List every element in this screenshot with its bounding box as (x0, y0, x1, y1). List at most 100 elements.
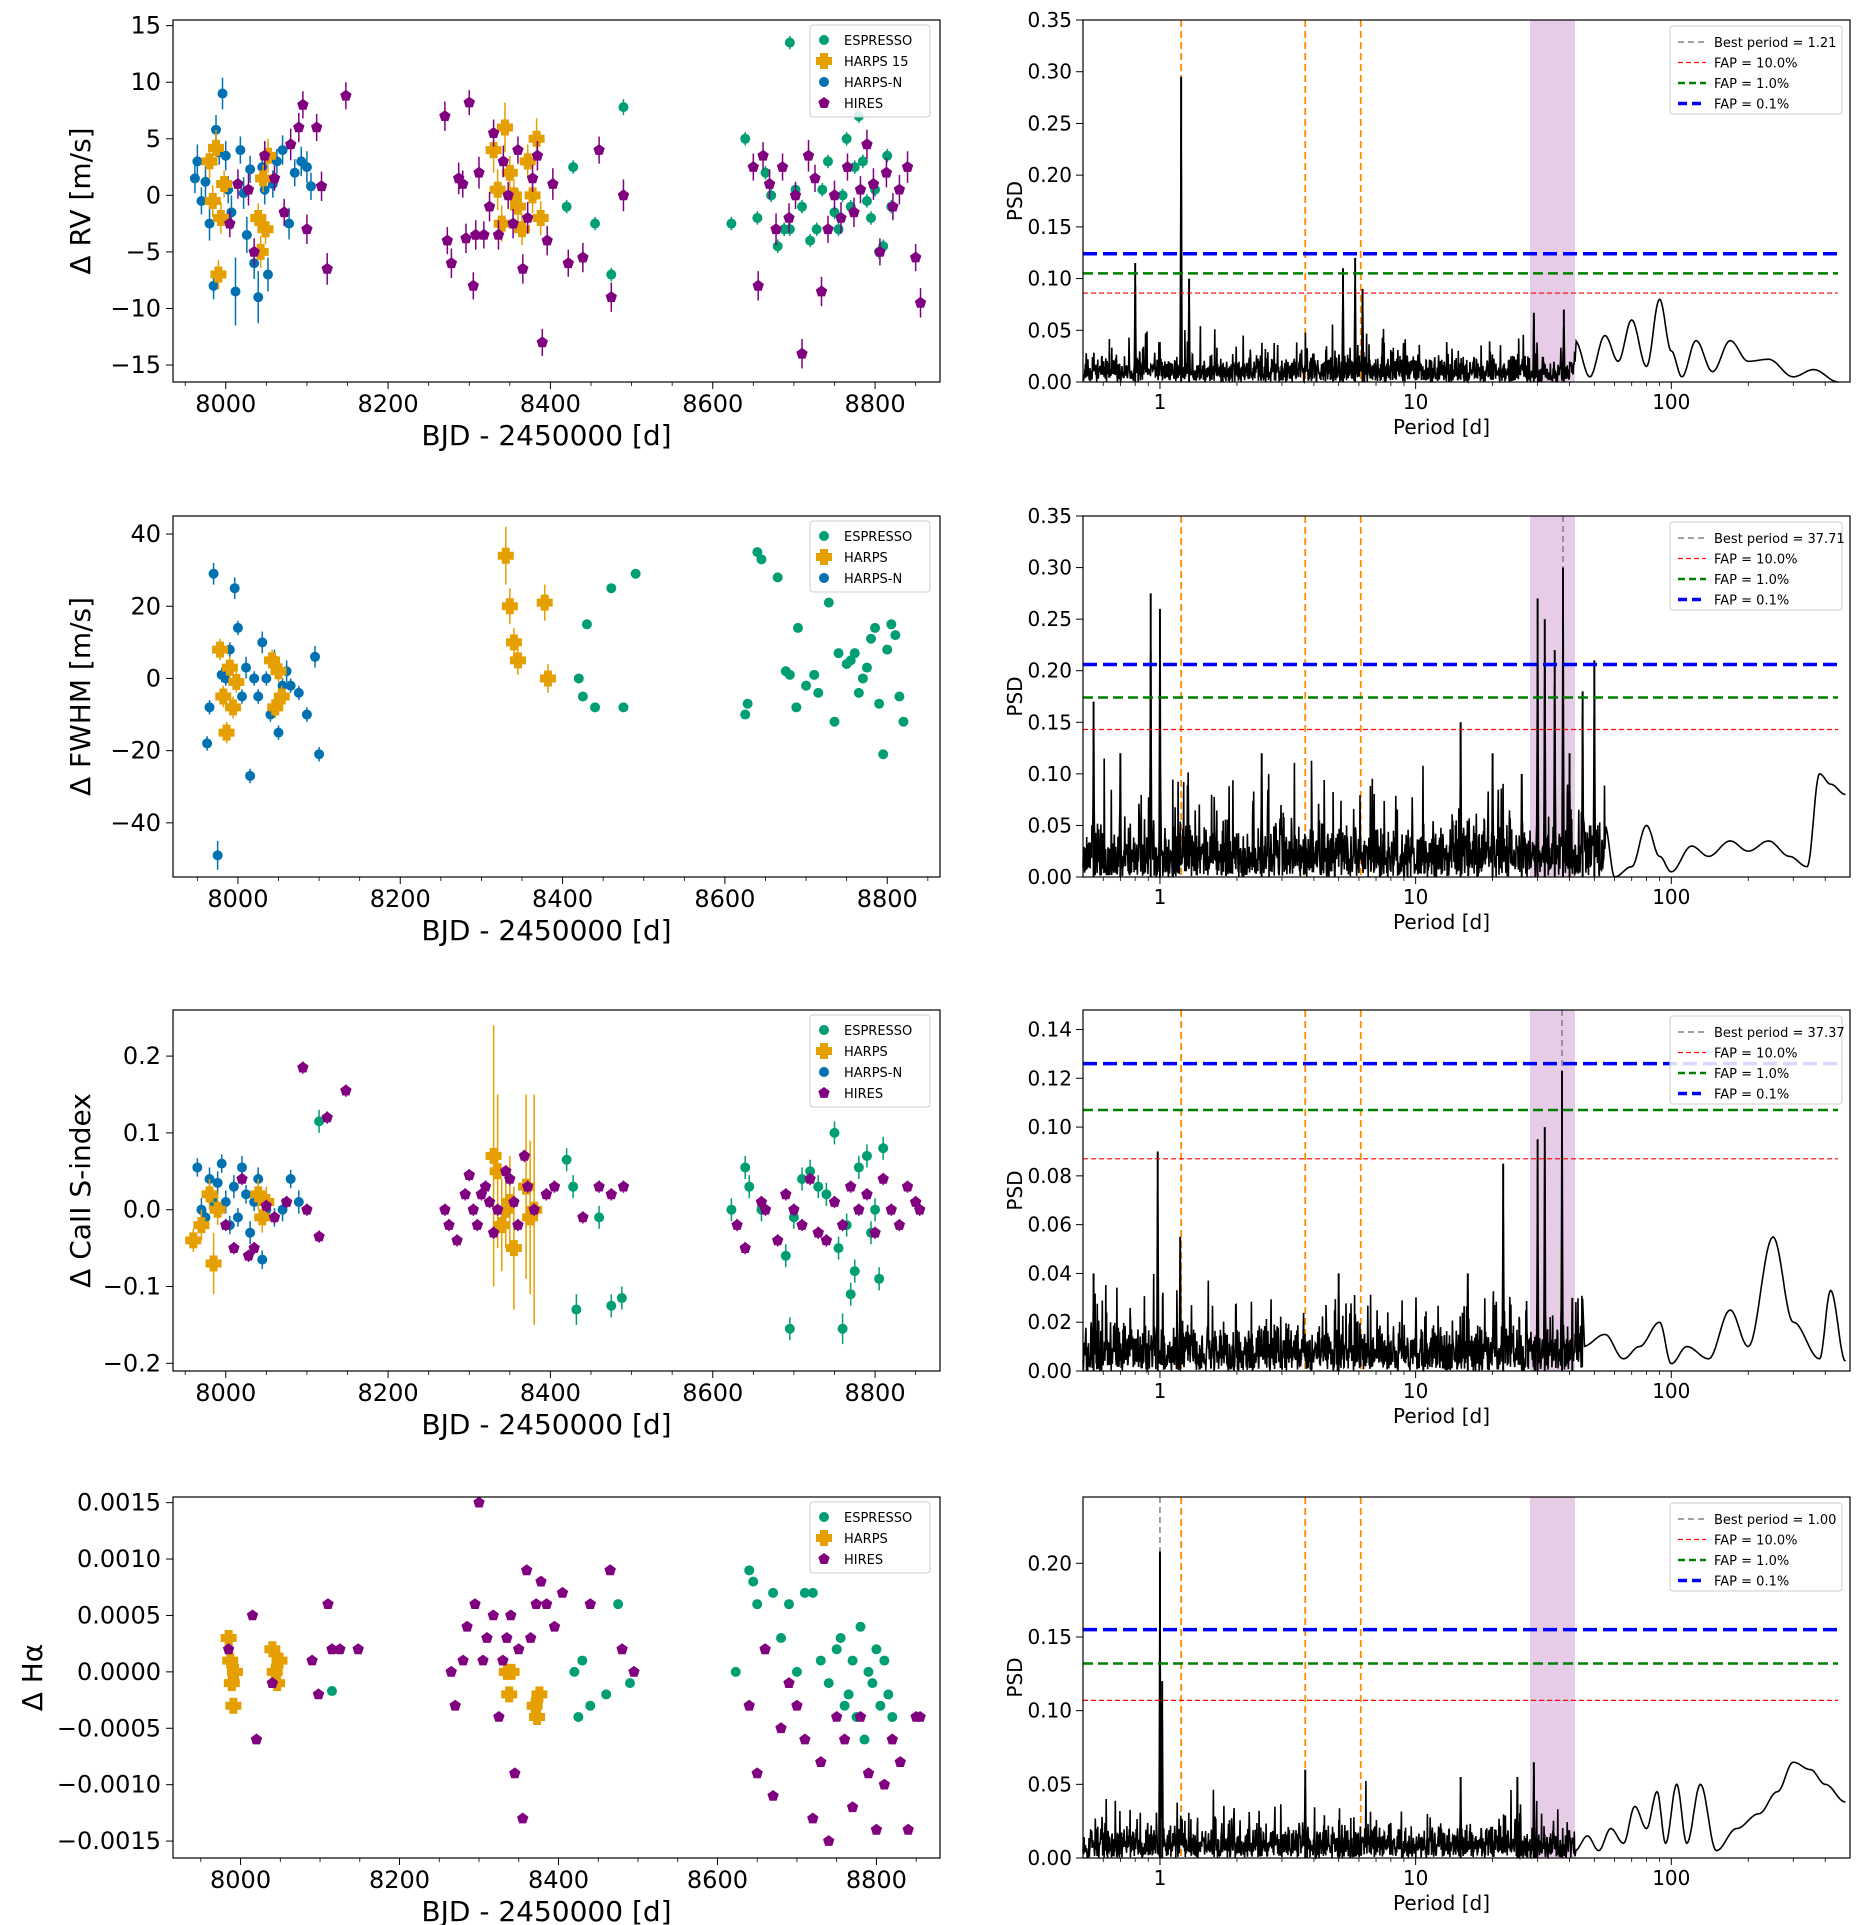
data-point (797, 1173, 808, 1184)
data-point (616, 1293, 627, 1304)
data-point (829, 207, 840, 218)
data-point (863, 1666, 874, 1677)
data-point (841, 133, 852, 144)
data-point (222, 1643, 235, 1655)
data-point (812, 1226, 824, 1238)
legend-label: HIRES (844, 1553, 883, 1568)
data-point (901, 161, 914, 172)
legend-label: HIRES (844, 97, 883, 112)
data-point (216, 1158, 227, 1169)
data-point (210, 266, 227, 283)
data-point (894, 691, 905, 702)
legend-label: FAP = 1.0% (1714, 1067, 1789, 1082)
legend-label: FAP = 0.1% (1714, 1088, 1789, 1103)
data-point (743, 1699, 755, 1711)
data-point (878, 749, 889, 760)
data-point (481, 1632, 493, 1643)
data-point (796, 1219, 808, 1230)
data-point (829, 716, 840, 727)
data-point (532, 209, 549, 226)
data-point (524, 187, 541, 204)
x-tick-label: 8000 (195, 390, 256, 418)
data-point (815, 1756, 827, 1767)
y-tick-label: 0.00 (1027, 370, 1072, 394)
data-point (584, 1598, 596, 1609)
data-point (846, 1801, 859, 1813)
data-point (780, 1250, 791, 1261)
data-point (871, 1644, 882, 1655)
data-point (604, 1564, 616, 1576)
legend: ESPRESSO HARPS HARPS-N (809, 520, 931, 593)
data-point (321, 262, 333, 274)
data-point (613, 1599, 624, 1610)
data-point (467, 1203, 479, 1215)
data-point (284, 218, 295, 229)
legend-box (809, 520, 931, 593)
y-tick-label: 0.15 (1027, 1625, 1072, 1649)
data-point (628, 1665, 640, 1677)
data-point (314, 749, 325, 760)
data-point (229, 583, 240, 594)
data-point (815, 1655, 826, 1666)
y-tick-label: −0.2 (103, 1349, 161, 1377)
data-point (313, 1230, 325, 1242)
data-point (445, 1665, 457, 1677)
data-point (548, 1180, 561, 1192)
y-tick-label: 0.25 (1027, 607, 1072, 631)
legend: ESPRESSO HARPS 15 HARPS-N HIRES (809, 24, 931, 118)
data-point (799, 1587, 810, 1598)
x-tick-label: 8200 (370, 885, 431, 913)
data-point (914, 1711, 926, 1722)
series-harps (201, 102, 549, 290)
x-axis-label: Period [d] (1393, 415, 1490, 439)
data-point (340, 1084, 352, 1096)
y-tick-label: 0.0 (123, 1196, 161, 1224)
data-point (577, 251, 589, 263)
x-axis-label: BJD - 2450000 [d] (421, 419, 671, 452)
data-point (509, 1767, 521, 1779)
data-point (886, 1733, 898, 1745)
data-point (739, 1242, 751, 1253)
y-axis-label: Δ FWHM [m/s] (64, 597, 97, 796)
data-point (759, 1643, 771, 1655)
x-tick-label: 8600 (694, 885, 755, 913)
data-point (301, 162, 312, 173)
data-point (220, 150, 231, 161)
data-point (882, 644, 893, 655)
data-point (514, 221, 531, 238)
data-point (322, 1598, 334, 1609)
data-point (568, 1181, 579, 1192)
data-point (823, 1678, 834, 1689)
y-tick-label: 0.2 (123, 1042, 161, 1070)
data-point (259, 184, 270, 195)
data-point (573, 673, 584, 684)
data-point (807, 1587, 818, 1598)
data-point (220, 1197, 231, 1208)
data-point (457, 1654, 469, 1666)
x-tick-label: 8400 (532, 885, 593, 913)
data-point (855, 1621, 866, 1632)
data-point (301, 223, 313, 235)
data-point (835, 1633, 846, 1644)
data-point (780, 1188, 792, 1200)
x-tick-label: 8400 (520, 1379, 581, 1407)
data-point (816, 1530, 832, 1546)
y-axis-label: PSD (1003, 1657, 1027, 1697)
legend-label: FAP = 10.0% (1714, 57, 1797, 72)
x-tick-label: 8600 (687, 1866, 748, 1894)
data-point (751, 1767, 763, 1779)
data-point (259, 149, 271, 161)
x-tick-label: 100 (1652, 390, 1690, 414)
data-point (232, 178, 244, 189)
data-point (271, 1652, 288, 1669)
legend-label: HARPS (844, 1045, 888, 1060)
data-point (577, 691, 588, 702)
data-point (802, 149, 815, 161)
data-point (248, 1242, 260, 1253)
data-point (837, 1323, 848, 1334)
y-axis-label: PSD (1003, 181, 1027, 221)
data-point (847, 1655, 858, 1666)
data-point (866, 212, 877, 223)
data-point (867, 1678, 878, 1689)
axes-frame (172, 19, 941, 383)
